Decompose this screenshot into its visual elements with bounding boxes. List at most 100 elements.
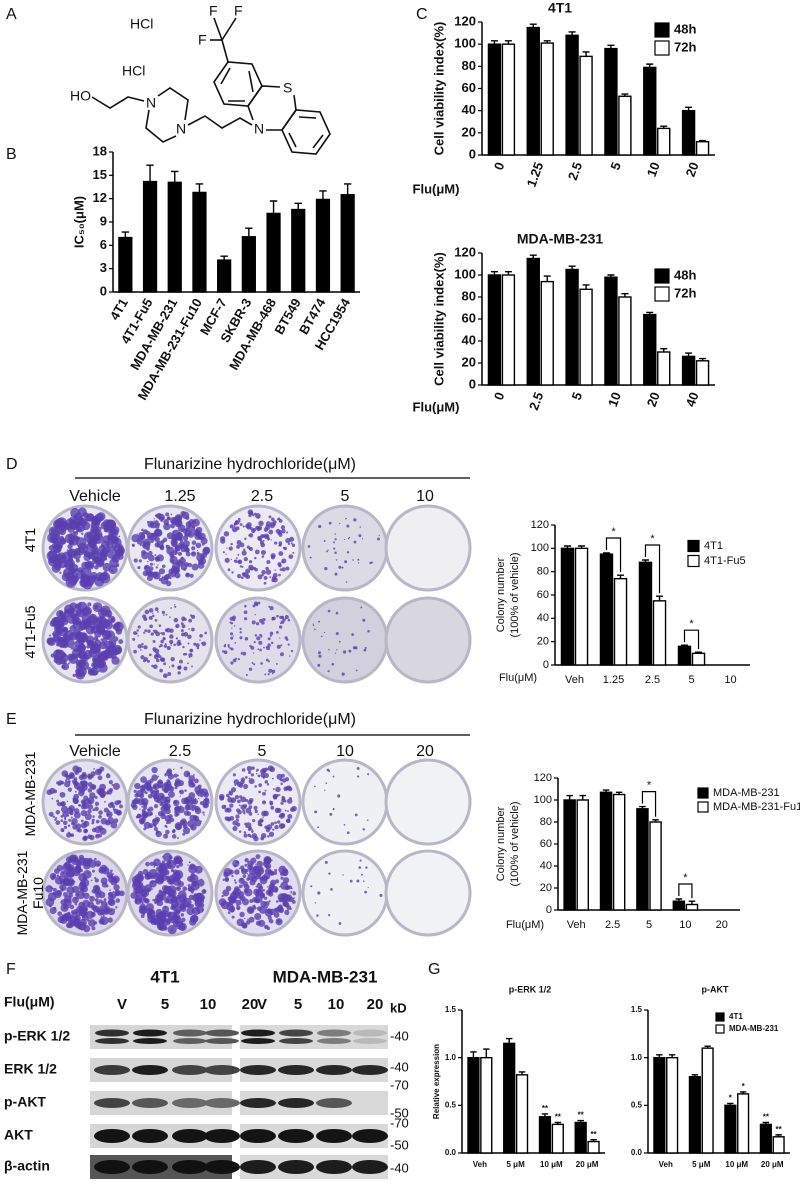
colony: [265, 530, 267, 532]
colony: [241, 768, 246, 772]
colony: [279, 622, 282, 625]
protein-band: [316, 1098, 352, 1108]
colony: [267, 660, 270, 663]
lane-label: 5: [161, 996, 169, 1013]
colony: [280, 801, 284, 805]
colony: [53, 906, 57, 910]
colony: [74, 540, 77, 543]
legend-swatch: [654, 40, 670, 56]
colony: [276, 808, 282, 814]
colony: [257, 648, 260, 651]
colony: [233, 559, 236, 562]
colony: [89, 895, 95, 902]
protein-band: [278, 1160, 314, 1174]
colony: [153, 858, 161, 867]
colony: [240, 804, 247, 811]
colony: [336, 649, 338, 651]
colony: [232, 773, 236, 777]
legend-label: 4T1: [704, 540, 723, 552]
atom-label: N: [176, 121, 186, 137]
colony: [109, 889, 111, 892]
colony: [370, 561, 373, 564]
colony: [271, 672, 274, 675]
colony: [230, 908, 235, 913]
colony: [263, 777, 265, 780]
x-tick-label: 5 μM: [692, 1160, 711, 1169]
colony: [357, 562, 360, 564]
colony: [358, 866, 362, 869]
colony: [183, 810, 190, 816]
colony: [153, 520, 155, 522]
y-tick-label: 9: [100, 213, 107, 228]
colony: [223, 871, 229, 878]
colony: [166, 779, 171, 783]
colony: [199, 633, 203, 638]
colony: [281, 798, 285, 802]
bar: [540, 42, 554, 156]
bar: [613, 577, 628, 666]
colony: [164, 898, 170, 904]
column-label: 20: [416, 743, 434, 760]
colony: [56, 799, 60, 803]
colony: [254, 512, 257, 516]
colony: [265, 569, 272, 575]
x-tick-label: 20: [683, 160, 702, 179]
colony: [248, 778, 255, 785]
colony: [142, 805, 148, 810]
blot-row-label: p-AKT: [4, 1094, 46, 1110]
y-tick-label: 60: [537, 589, 549, 601]
x-tick-label: Veh: [473, 1160, 487, 1169]
colony: [149, 812, 153, 816]
bar: [636, 808, 649, 911]
colony: [163, 644, 168, 648]
colony: [94, 878, 99, 883]
colony: [259, 618, 263, 623]
colony: [230, 636, 234, 640]
colony: [195, 643, 200, 648]
colony: [165, 613, 168, 616]
colony: [80, 878, 90, 888]
colony: [117, 647, 121, 650]
colony: [263, 801, 265, 803]
bar: [612, 793, 626, 911]
colony: [48, 811, 54, 817]
colony: [280, 525, 286, 530]
colony: [269, 606, 274, 611]
colony: [78, 804, 81, 807]
colony: [135, 632, 138, 635]
colony: [56, 874, 59, 877]
colony: [143, 821, 151, 829]
colony: [343, 824, 346, 826]
colony: [163, 662, 167, 666]
significance-mark: **: [776, 1125, 783, 1134]
protein-band: [205, 1038, 239, 1044]
colony: [155, 556, 159, 561]
colony: [187, 642, 190, 645]
colony: [157, 868, 166, 877]
colony: [94, 857, 97, 861]
panel-label: E: [6, 711, 17, 728]
protein-band: [95, 1029, 129, 1037]
y-tick-label: 20: [540, 882, 552, 894]
colony: [98, 891, 106, 899]
colony: [263, 872, 271, 880]
colony: [59, 792, 62, 795]
colony: [161, 807, 163, 809]
x-tick-label: 2.5: [565, 160, 585, 182]
group-label: MDA-MB-231: [273, 967, 378, 986]
colony: [239, 542, 245, 548]
colony: [57, 782, 61, 786]
colony: [196, 551, 200, 555]
colony: [362, 828, 365, 831]
culture-plate: [301, 849, 389, 937]
colony: [103, 643, 105, 646]
colony: [56, 803, 59, 805]
colony: [248, 547, 251, 550]
significance-mark: *: [650, 533, 655, 545]
y-tick-label: 1.5: [445, 1005, 457, 1014]
column-label: Vehicle: [69, 743, 121, 760]
colony: [245, 524, 250, 529]
protein-band: [172, 1129, 208, 1143]
colony: [226, 816, 232, 822]
colony: [229, 621, 232, 624]
